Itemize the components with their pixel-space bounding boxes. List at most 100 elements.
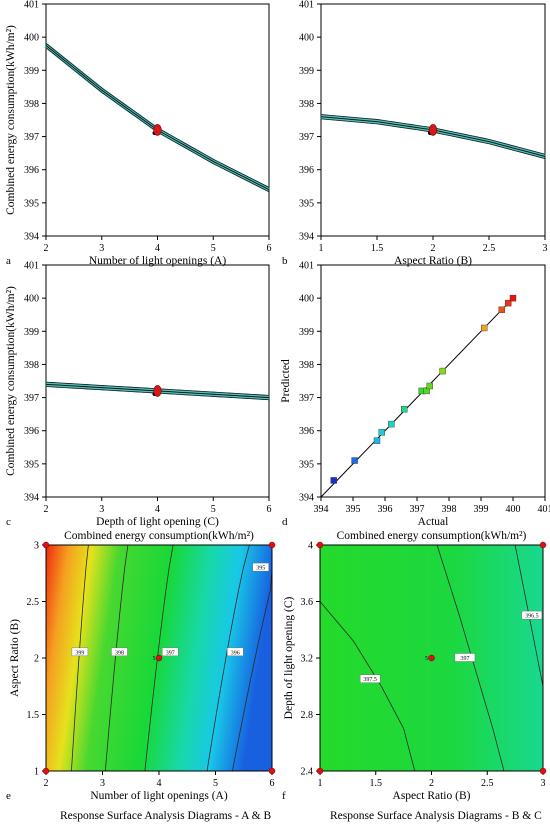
contour-label: 395 [256,566,265,572]
panel-letter: f [282,790,286,802]
y-tick-label: 396 [299,426,314,437]
design-point [154,385,162,396]
y-tick-label: 395 [24,459,39,470]
y-tick-label: 397 [299,393,314,404]
data-point [388,421,394,427]
panel-letter: a [6,255,11,267]
y-tick-label: 400 [299,294,314,305]
x-tick-label: 4 [157,778,162,789]
confidence-band [46,45,269,189]
y-tick-label: 401 [299,0,314,11]
x-axis-label: Number of light openings (A) [90,790,228,802]
data-point [510,295,516,301]
x-tick-label: 6 [267,243,272,254]
x-tick-label: 396 [378,504,393,515]
y-tick-label: 400 [24,33,39,44]
y-tick-label: 3.2 [301,654,314,665]
contour-label: 397 [166,650,175,656]
x-tick-label: 6 [267,504,272,515]
x-tick-label: 5 [211,504,216,515]
corner-point [317,768,323,774]
x-tick-label: 395 [346,504,361,515]
data-point [499,307,505,313]
x-tick-label: 2 [44,778,49,789]
data-point [440,368,446,374]
x-tick-label: 401 [538,504,550,515]
data-point [379,429,385,435]
panel-letter: e [6,790,11,802]
y-tick-label: 1 [34,767,39,778]
x-tick-label: 2 [44,504,49,515]
confidence-band [321,117,545,157]
y-tick-label: 399 [24,66,39,77]
x-tick-label: 399 [474,504,489,515]
contour-label: 397 [460,656,469,662]
x-tick-label: 2.5 [481,778,494,789]
corner-point [540,768,546,774]
x-tick-label: 398 [442,504,457,515]
x-tick-label: 2.5 [483,243,496,254]
x-tick-label: 2 [429,778,434,789]
y-tick-label: 401 [24,261,39,272]
y-tick-label: 4 [308,541,313,552]
y-tick-label: 401 [299,261,314,272]
y-tick-label: 2 [34,654,39,665]
y-tick-label: 400 [299,33,314,44]
data-point [481,325,487,331]
x-tick-label: 1.5 [370,778,383,789]
y-tick-label: 394 [24,232,39,243]
corner-point [269,768,275,774]
panel-letter: d [282,516,288,528]
y-tick-label: 401 [24,0,39,11]
corner-point [43,768,49,774]
y-tick-label: 398 [24,99,39,110]
x-axis-label: Actual [418,516,449,528]
y-axis-label: Aspect Ratio (B) [9,619,21,697]
y-tick-label: 399 [299,327,314,338]
x-tick-label: 400 [506,504,521,515]
center-point-label: 5 [425,656,428,662]
data-point [427,383,433,389]
y-tick-label: 397 [299,132,314,143]
x-tick-label: 3 [99,504,104,515]
upper-bound-line [46,43,269,187]
y-axis-label: Predicted [280,359,292,403]
y-tick-label: 3 [34,541,39,552]
x-tick-label: 394 [314,504,329,515]
y-axis-label: Combined energy consumption(kWh/m²) [5,25,17,215]
contour-label: 396.5 [525,614,539,620]
y-tick-label: 1.5 [27,710,40,721]
y-tick-label: 398 [299,99,314,110]
y-tick-label: 394 [24,493,39,504]
x-tick-label: 6 [270,778,275,789]
y-tick-label: 399 [24,327,39,338]
chart-title: Combined energy consumption(kWh/m²) [337,530,527,542]
data-point [352,458,358,464]
y-tick-label: 400 [24,294,39,305]
y-tick-label: 399 [299,66,314,77]
x-tick-label: 1 [319,243,324,254]
x-tick-label: 2 [431,243,436,254]
x-axis-label: Depth of light opening (C) [96,516,219,528]
x-tick-label: 2 [44,243,49,254]
plot-frame [46,265,269,497]
design-point [154,124,162,135]
y-tick-label: 395 [24,198,39,209]
y-tick-label: 398 [24,360,39,371]
x-tick-label: 4 [155,504,160,515]
corner-point [317,542,323,548]
center-point-label: 5 [153,656,156,662]
corner-point [43,542,49,548]
y-tick-label: 398 [299,360,314,371]
chart-caption: Response Surface Analysis Diagrams - B &… [330,810,542,822]
data-point [401,406,407,412]
x-tick-label: 3 [541,778,546,789]
x-tick-label: 3 [100,778,105,789]
y-tick-label: 2.4 [301,767,314,778]
plot-frame [46,4,269,236]
contour-label: 398 [115,650,124,656]
chart-caption: Response Surface Analysis Diagrams - A &… [60,810,271,822]
y-tick-label: 2.8 [301,710,314,721]
y-tick-label: 396 [299,165,314,176]
y-axis-label: Combined energy consumption(kWh/m²) [5,286,17,476]
